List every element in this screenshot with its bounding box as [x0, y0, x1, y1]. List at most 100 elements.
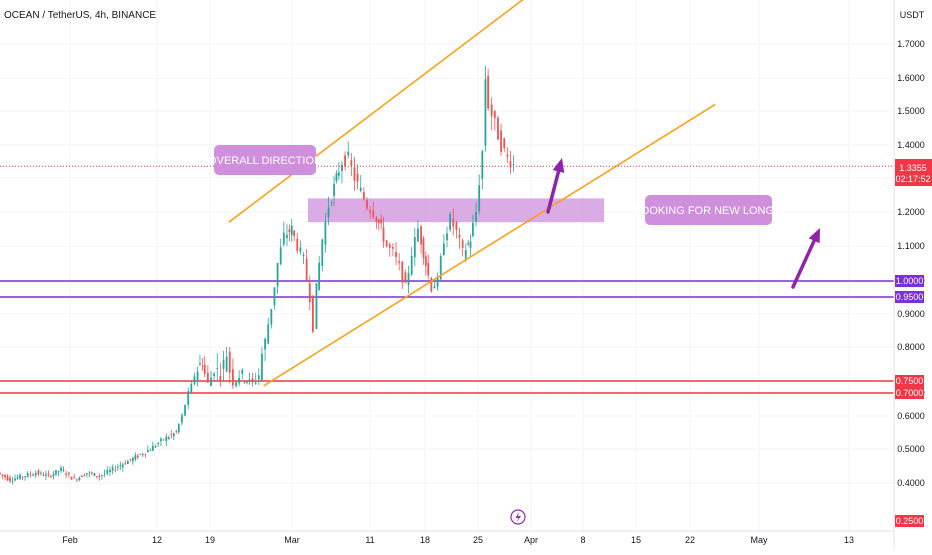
candle-body	[493, 110, 496, 118]
candle-body	[235, 382, 237, 386]
channel-upper-line	[228, 0, 524, 223]
candle-body	[103, 473, 106, 475]
candle-body	[382, 227, 385, 242]
candle-body	[467, 242, 470, 245]
candle-body	[98, 475, 101, 477]
time-tick-label: 19	[205, 535, 215, 545]
candle-body	[417, 228, 419, 242]
candle-body	[366, 200, 368, 209]
candle-body	[160, 438, 162, 442]
new-longs-box	[645, 195, 772, 225]
candle-body	[404, 272, 407, 283]
candle-body	[213, 373, 216, 376]
candle-body	[401, 261, 404, 283]
price-tag	[895, 515, 924, 527]
time-tick-label: 8	[580, 535, 585, 545]
candle-body	[302, 254, 305, 256]
candle-body	[509, 161, 512, 168]
candle-body	[96, 476, 98, 478]
candle-body	[139, 453, 142, 455]
trend-arrows	[546, 158, 820, 289]
candle-body	[165, 436, 168, 442]
candle-body	[478, 185, 481, 212]
time-tick-label: 18	[420, 535, 430, 545]
candle-body	[481, 151, 484, 179]
candle-body	[111, 467, 114, 471]
time-tick-label: 12	[152, 535, 162, 545]
candle-body	[42, 475, 45, 476]
candle-body	[487, 76, 490, 109]
candle-body	[193, 376, 196, 384]
candle-body	[151, 445, 154, 451]
level-tag-label: 0.9500	[896, 292, 924, 302]
candle-body	[490, 104, 493, 116]
price-tag	[895, 387, 924, 399]
candle-body	[305, 258, 308, 281]
price-tick-label: 1.7000	[897, 39, 925, 49]
candle-body	[442, 243, 445, 256]
candle-body	[282, 232, 285, 245]
candle-body	[225, 356, 228, 372]
candle-body	[134, 455, 137, 460]
candle-body	[91, 472, 93, 474]
candle-body	[60, 467, 62, 471]
candle-body	[67, 472, 70, 474]
candle-body	[196, 371, 199, 382]
candle-body	[422, 238, 425, 258]
candle-body	[34, 473, 37, 476]
candle-body	[333, 183, 335, 197]
candle-body	[458, 235, 461, 238]
candle-body	[80, 475, 83, 478]
candle-body	[40, 472, 42, 474]
candle-body	[222, 360, 225, 369]
price-tick-label: 1.5000	[897, 106, 925, 116]
level-tag	[895, 291, 924, 303]
candle-body	[85, 473, 88, 475]
candle-body	[201, 365, 204, 367]
candle-body	[475, 211, 477, 222]
price-tick-label: 0.5000	[897, 444, 925, 454]
currency-label[interactable]: USDT	[900, 10, 925, 20]
candle-body	[243, 381, 246, 383]
candle-body	[315, 283, 318, 329]
candle-body	[321, 239, 324, 267]
candle-body	[312, 295, 314, 332]
candle-body	[216, 368, 219, 369]
arrow-head	[552, 158, 565, 174]
time-tick-label: 13	[844, 535, 854, 545]
time-axis[interactable]: Feb 12 19 Mar 11 18 25 Apr 8 15 22 May 13	[62, 535, 854, 545]
candle-body	[162, 439, 165, 441]
candle-body	[190, 383, 193, 394]
candle-body	[146, 450, 149, 452]
candle-body	[356, 173, 359, 182]
candle-body	[427, 262, 430, 276]
candle-body	[65, 473, 68, 476]
candle-body	[350, 160, 353, 166]
candle-body	[461, 240, 464, 248]
candle-body	[296, 238, 299, 251]
candles	[0, 65, 515, 485]
candle-body	[286, 234, 288, 239]
candle-body	[210, 377, 212, 387]
candle-body	[219, 376, 222, 382]
candle-body	[267, 324, 270, 344]
candle-body	[238, 377, 241, 384]
candle-body	[273, 287, 276, 306]
candle-body	[57, 471, 60, 472]
candle-body	[101, 475, 103, 477]
candle-body	[392, 247, 394, 249]
candle-body	[254, 382, 257, 384]
lightning-bolt-icon[interactable]	[510, 509, 526, 525]
candle-body	[228, 351, 231, 373]
candle-body	[37, 470, 40, 475]
channel-lower-line	[263, 103, 716, 387]
candle-body	[341, 164, 343, 172]
candle-body	[398, 261, 401, 263]
candle-body	[231, 369, 234, 386]
overall-direction-box	[214, 145, 316, 175]
time-tick-label: 25	[473, 535, 483, 545]
price-tag-label: 0.7500	[896, 376, 924, 386]
arrow-shaft	[791, 238, 816, 289]
